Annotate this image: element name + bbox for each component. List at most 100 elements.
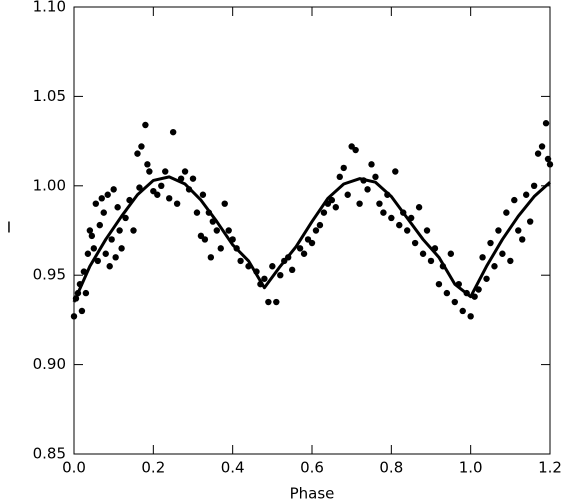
data-point [423, 227, 431, 234]
data-point [88, 232, 96, 240]
data-point [158, 182, 165, 189]
data-point [217, 245, 224, 252]
data-point [415, 204, 423, 211]
data-point [213, 227, 220, 234]
data-point [427, 257, 435, 265]
data-point [221, 200, 228, 207]
data-point [519, 236, 526, 243]
data-point [312, 227, 320, 234]
data-point [451, 298, 458, 306]
data-point [201, 236, 209, 243]
y-tick-label: 1.10 [33, 0, 66, 16]
data-point [447, 250, 455, 257]
data-point [487, 239, 494, 247]
data-point [534, 150, 542, 157]
data-point [189, 175, 197, 182]
data-point [288, 266, 296, 274]
y-tick-label: 0.95 [33, 266, 66, 284]
x-tick-label: 0.2 [141, 459, 165, 477]
data-point [134, 150, 141, 157]
data-point [499, 250, 506, 257]
data-point [114, 204, 121, 211]
data-point [368, 161, 375, 168]
data-point [542, 120, 550, 127]
data-point [544, 155, 552, 163]
data-point [404, 227, 411, 234]
x-tick-label: 0.4 [221, 459, 245, 477]
x-tick-label: 1.0 [459, 459, 483, 477]
data-point [108, 236, 115, 243]
data-point [515, 227, 522, 234]
data-point [118, 245, 125, 252]
data-point [392, 168, 399, 175]
data-point [443, 289, 451, 297]
data-point [495, 227, 502, 234]
data-point [154, 191, 161, 198]
data-point [82, 289, 90, 297]
data-point [96, 221, 103, 229]
data-point [199, 191, 207, 198]
data-point [388, 214, 395, 222]
data-point [352, 146, 359, 154]
data-point [507, 257, 514, 265]
data-point [138, 143, 145, 150]
data-point [308, 239, 316, 247]
data-point [90, 245, 98, 252]
data-point [332, 204, 339, 211]
data-point [475, 286, 482, 293]
data-point [86, 227, 94, 234]
data-point [320, 209, 328, 216]
data-point [503, 209, 510, 216]
x-tick-label: 0.8 [379, 459, 403, 477]
data-point [273, 298, 280, 306]
data-point [225, 227, 232, 234]
data-point [112, 254, 119, 261]
data-point [546, 161, 554, 168]
data-point [479, 254, 486, 261]
data-point [146, 168, 153, 175]
data-point [435, 280, 443, 288]
data-point [78, 307, 86, 315]
data-point [181, 168, 189, 175]
data-point [491, 263, 498, 270]
data-point [300, 250, 308, 257]
data-point [116, 227, 123, 234]
data-point [122, 214, 129, 222]
y-tick-label: 1.05 [33, 87, 66, 105]
data-point [411, 239, 419, 247]
data-point [98, 195, 105, 202]
y-axis-label: I [7, 219, 11, 237]
x-axis-label: Phase [290, 485, 335, 503]
data-point [104, 191, 111, 198]
data-point [265, 298, 272, 306]
data-point [261, 275, 268, 282]
x-tick-label: 0.0 [62, 459, 86, 477]
data-point [144, 161, 151, 168]
data-point [316, 221, 324, 229]
data-point [70, 313, 78, 320]
data-point [110, 186, 117, 193]
data-point [483, 275, 490, 282]
data-point [530, 182, 538, 189]
data-point [102, 250, 109, 257]
plot-frame [73, 6, 551, 455]
data-point [376, 200, 383, 207]
data-point [328, 196, 336, 204]
data-point [419, 250, 427, 257]
model-curve [72, 175, 552, 303]
data-point [356, 200, 363, 207]
y-tick-label: 0.90 [33, 355, 66, 373]
data-point [136, 184, 143, 191]
data-point [130, 227, 137, 234]
data-point [173, 200, 181, 207]
data-point [526, 218, 534, 225]
data-point [459, 307, 466, 315]
data-point [380, 209, 387, 216]
data-point [372, 173, 379, 181]
data-point [523, 191, 530, 198]
data-point [538, 143, 546, 150]
data-point [364, 186, 371, 193]
data-point [207, 254, 215, 261]
data-point [237, 257, 244, 265]
